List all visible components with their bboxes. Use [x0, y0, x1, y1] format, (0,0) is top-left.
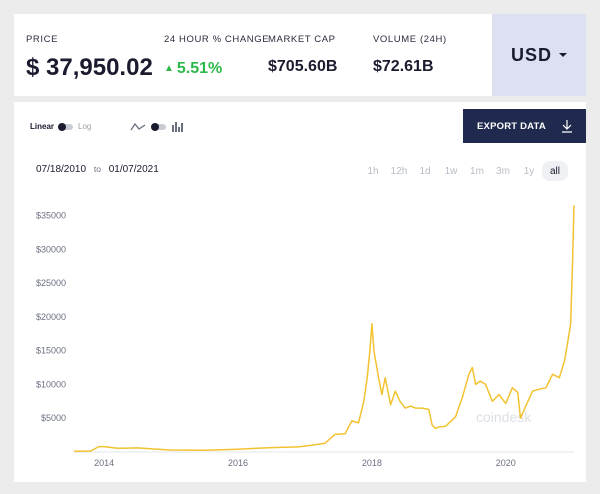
volume-value: $72.61B [373, 58, 434, 75]
x-tick-label: 2014 [94, 458, 114, 468]
range-1y[interactable]: 1y [523, 165, 535, 177]
y-tick-label: $20000 [36, 312, 66, 322]
line-chart-icon[interactable] [130, 122, 146, 132]
change-label: 24 HOUR % CHANGE [164, 34, 270, 45]
scale-toggle[interactable]: Linear Log [30, 122, 91, 131]
y-tick-label: $10000 [36, 379, 66, 389]
date-to-word: to [93, 164, 101, 174]
export-data-button[interactable]: EXPORT DATA [463, 109, 586, 143]
chevron-down-icon [559, 53, 567, 57]
chart-type-switch[interactable] [151, 123, 166, 131]
y-tick-label: $15000 [36, 346, 66, 356]
range-12h[interactable]: 12h [390, 165, 408, 177]
stats-bar: PRICE $ 37,950.02 24 HOUR % CHANGE ▲ 5.51… [14, 14, 586, 96]
range-buttons: 1h 12h 1d 1w 1m 3m 1y all [360, 161, 568, 181]
price-chart: coindesk $5000 $10000 $15000 $20000 $25000 $30… [36, 205, 575, 468]
scale-switch[interactable] [58, 122, 74, 131]
x-tick-label: 2018 [362, 458, 382, 468]
watermark-text: coindesk [476, 409, 532, 425]
up-triangle-icon: ▲ [164, 63, 174, 74]
market-cap-value: $705.60B [268, 58, 338, 75]
price-label: PRICE [26, 34, 59, 45]
x-tick-label: 2020 [496, 458, 516, 468]
range-all[interactable]: all [542, 161, 568, 181]
chart-type-toggle[interactable] [130, 122, 183, 132]
price-value: $ 37,950.02 [26, 54, 153, 81]
chart-panel: coindesk $5000 $10000 $15000 $20000 $25000 $30… [14, 102, 586, 482]
date-from[interactable]: 07/18/2010 [36, 164, 87, 175]
currency-label: USD [510, 44, 552, 65]
range-1m[interactable]: 1m [470, 165, 484, 177]
y-tick-label: $30000 [36, 244, 66, 254]
scale-linear[interactable]: Linear [30, 122, 55, 131]
date-range: 07/18/2010 to 01/07/2021 [36, 164, 159, 175]
date-to[interactable]: 01/07/2021 [108, 164, 159, 175]
currency-dropdown[interactable]: USD [492, 14, 586, 96]
range-1w[interactable]: 1w [444, 165, 458, 177]
range-1d[interactable]: 1d [419, 165, 431, 177]
download-icon [562, 120, 572, 133]
y-tick-label: $35000 [36, 211, 66, 221]
scale-log[interactable]: Log [78, 122, 92, 131]
y-tick-label: $25000 [36, 278, 66, 288]
price-series-line [73, 205, 575, 453]
change-value: ▲ 5.51% [164, 60, 222, 78]
y-tick-label: $5000 [41, 413, 66, 423]
market-cap-label: MARKET CAP [268, 34, 336, 45]
export-data-label: EXPORT DATA [477, 120, 546, 132]
range-3m[interactable]: 3m [496, 165, 510, 177]
volume-label: VOLUME (24H) [373, 34, 447, 45]
x-tick-label: 2016 [228, 458, 248, 468]
range-1h[interactable]: 1h [367, 165, 379, 177]
change-percent: 5.51% [176, 60, 223, 77]
candlestick-icon[interactable] [172, 122, 183, 132]
